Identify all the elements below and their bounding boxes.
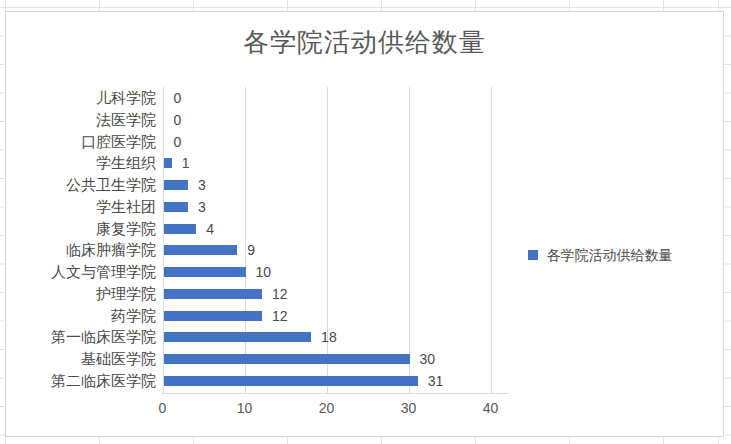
category-label: 护理学院 — [6, 283, 156, 305]
category-label: 法医学院 — [6, 109, 156, 131]
category-label: 人文与管理学院 — [6, 261, 156, 283]
bar[interactable] — [164, 245, 238, 255]
y-axis-line — [163, 87, 164, 393]
bar[interactable] — [164, 202, 189, 212]
value-label: 3 — [198, 174, 206, 196]
gridline — [409, 87, 410, 393]
value-label: 10 — [256, 261, 272, 283]
category-label: 药学院 — [6, 305, 156, 327]
x-tick-label: 10 — [225, 400, 265, 416]
category-label: 学生社团 — [6, 196, 156, 218]
category-label: 公共卫生学院 — [6, 174, 156, 196]
value-label: 12 — [272, 305, 288, 327]
bar[interactable] — [164, 267, 246, 277]
category-label: 口腔医学院 — [6, 131, 156, 153]
bar[interactable] — [164, 224, 197, 234]
category-label: 学生组织 — [6, 152, 156, 174]
x-tick-label: 0 — [143, 400, 183, 416]
x-tick-label: 30 — [389, 400, 429, 416]
value-label: 0 — [174, 131, 182, 153]
value-label: 0 — [174, 87, 182, 109]
spreadsheet-canvas: { "chart_data": { "type": "bar", "orient… — [0, 0, 731, 444]
bar[interactable] — [164, 289, 262, 299]
value-label: 9 — [247, 239, 255, 261]
bar[interactable] — [164, 158, 172, 168]
x-tick-label: 40 — [471, 400, 511, 416]
value-label: 12 — [272, 283, 288, 305]
value-label: 1 — [182, 152, 190, 174]
category-label: 基础医学院 — [6, 348, 156, 370]
legend-label: 各学院活动供给数量 — [546, 241, 672, 269]
legend-marker-icon — [528, 250, 538, 260]
value-label: 3 — [198, 196, 206, 218]
category-label: 第一临床医学院 — [6, 326, 156, 348]
value-label: 0 — [174, 109, 182, 131]
bar[interactable] — [164, 180, 189, 190]
category-label: 康复学院 — [6, 218, 156, 240]
gridline — [491, 87, 492, 393]
value-label: 18 — [321, 326, 337, 348]
legend[interactable]: 各学院活动供给数量 — [528, 240, 672, 268]
value-label: 4 — [206, 218, 214, 240]
gridline — [245, 87, 246, 393]
bar[interactable] — [164, 376, 418, 386]
x-axis-line — [162, 393, 508, 394]
value-label: 30 — [420, 348, 436, 370]
chart-title[interactable]: 各学院活动供给数量 — [6, 25, 723, 60]
x-tick-label: 20 — [307, 400, 347, 416]
bar[interactable] — [164, 311, 262, 321]
value-label: 31 — [428, 370, 444, 392]
category-label: 临床肿瘤学院 — [6, 239, 156, 261]
bar[interactable] — [164, 354, 410, 364]
category-label: 第二临床医学院 — [6, 370, 156, 392]
bar[interactable] — [164, 332, 312, 342]
bar-chart[interactable]: 各学院活动供给数量 0 10 20 30 40 儿科学院 0 法医学院 0 口腔医学院 0 学生组织 1… — [5, 11, 724, 437]
category-label: 儿科学院 — [6, 87, 156, 109]
